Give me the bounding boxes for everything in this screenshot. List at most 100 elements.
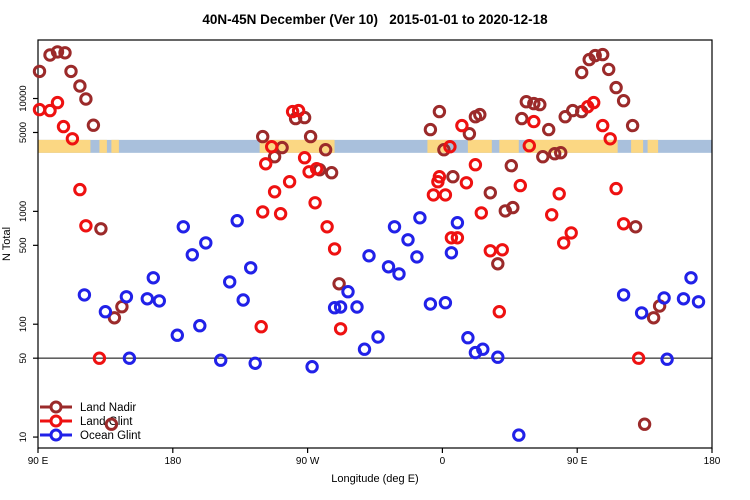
data-point — [533, 97, 547, 112]
data-point — [515, 111, 529, 126]
chart-title: 40N-45N December (Ver 10) 2015-01-01 to … — [202, 12, 548, 27]
land-band-segment — [111, 139, 119, 153]
x-tick-label: 180 — [704, 456, 721, 467]
data-point — [297, 151, 312, 165]
data-point — [50, 95, 65, 110]
data-point — [596, 118, 610, 133]
data-point — [285, 104, 300, 119]
legend-label: Ocean Glint — [80, 430, 142, 442]
y-tick-label: 500 — [18, 237, 29, 253]
y-tick-label: 1000 — [18, 201, 29, 222]
legend-entry-land-nadir: Land Nadir — [40, 400, 136, 414]
data-point — [646, 311, 661, 325]
data-point — [332, 277, 346, 291]
data-point — [73, 79, 87, 93]
land-band-segment — [631, 139, 644, 153]
data-point — [536, 150, 550, 164]
data-point — [637, 417, 652, 431]
data-point — [438, 296, 453, 310]
legend-marker-icon — [49, 428, 63, 442]
data-point — [587, 95, 601, 110]
data-point — [267, 185, 282, 199]
data-point — [65, 132, 80, 146]
data-point — [491, 257, 505, 271]
data-point — [676, 292, 691, 306]
data-point — [327, 242, 342, 256]
data-point — [492, 305, 506, 319]
series-land-glint — [32, 95, 646, 365]
data-point — [107, 311, 122, 325]
data-point — [625, 118, 640, 133]
data-point — [684, 271, 698, 285]
data-point — [43, 48, 57, 62]
data-point — [43, 103, 57, 118]
x-axis: 90 E 180 90 W 0 90 E 180 Longitude (deg E) — [28, 448, 721, 485]
data-point — [527, 96, 541, 111]
y-tick-label: 10 — [18, 432, 29, 443]
data-point — [616, 217, 631, 231]
data-point — [244, 261, 258, 275]
data-point — [94, 222, 108, 236]
data-point — [50, 45, 65, 59]
data-point — [616, 288, 631, 302]
data-point — [303, 129, 318, 144]
data-point — [371, 330, 385, 344]
data-point — [318, 143, 333, 157]
data-point — [483, 186, 497, 200]
data-point — [86, 118, 101, 132]
land-band-segment — [99, 139, 107, 153]
data-point — [259, 157, 273, 171]
y-tick-label: 5000 — [18, 122, 29, 143]
series-ocean-glint — [77, 211, 706, 442]
data-point — [506, 200, 520, 215]
land-band-segment — [427, 139, 447, 153]
data-point — [468, 158, 483, 172]
data-point — [146, 271, 161, 285]
plot-box — [37, 39, 713, 449]
data-point — [473, 107, 487, 122]
data-point — [79, 219, 93, 233]
data-point — [444, 231, 459, 245]
data-point — [438, 188, 453, 202]
data-point — [602, 62, 616, 77]
data-point — [545, 208, 559, 222]
data-point — [185, 248, 200, 262]
data-point — [413, 211, 427, 225]
land-band-segment — [38, 139, 91, 153]
data-point — [609, 181, 623, 196]
legend-marker-icon — [49, 400, 63, 414]
data-point — [392, 267, 406, 281]
data-point — [199, 236, 213, 250]
data-point — [522, 139, 536, 153]
data-point — [609, 80, 623, 95]
data-point — [77, 288, 92, 302]
data-point — [455, 118, 469, 133]
data-point — [282, 175, 297, 189]
x-tick-label: 90 E — [567, 456, 588, 467]
data-point — [256, 205, 270, 219]
data-point — [119, 290, 134, 304]
data-point — [92, 351, 107, 365]
data-point — [256, 129, 270, 144]
data-point — [459, 176, 474, 190]
data-point — [631, 351, 646, 365]
x-tick-label: 90 W — [296, 456, 320, 467]
data-point — [104, 417, 119, 431]
data-point — [291, 103, 306, 118]
data-point — [423, 122, 438, 137]
x-tick-label: 0 — [440, 456, 446, 467]
legend-label: Land Nadir — [80, 402, 136, 414]
data-point — [476, 342, 490, 356]
data-point — [474, 206, 488, 220]
data-point — [387, 220, 402, 234]
data-point — [350, 300, 364, 314]
data-point — [512, 428, 526, 442]
data-point — [552, 187, 566, 201]
data-point — [320, 220, 334, 234]
data-point — [333, 322, 348, 336]
data-point — [305, 360, 319, 374]
data-point — [504, 159, 518, 173]
